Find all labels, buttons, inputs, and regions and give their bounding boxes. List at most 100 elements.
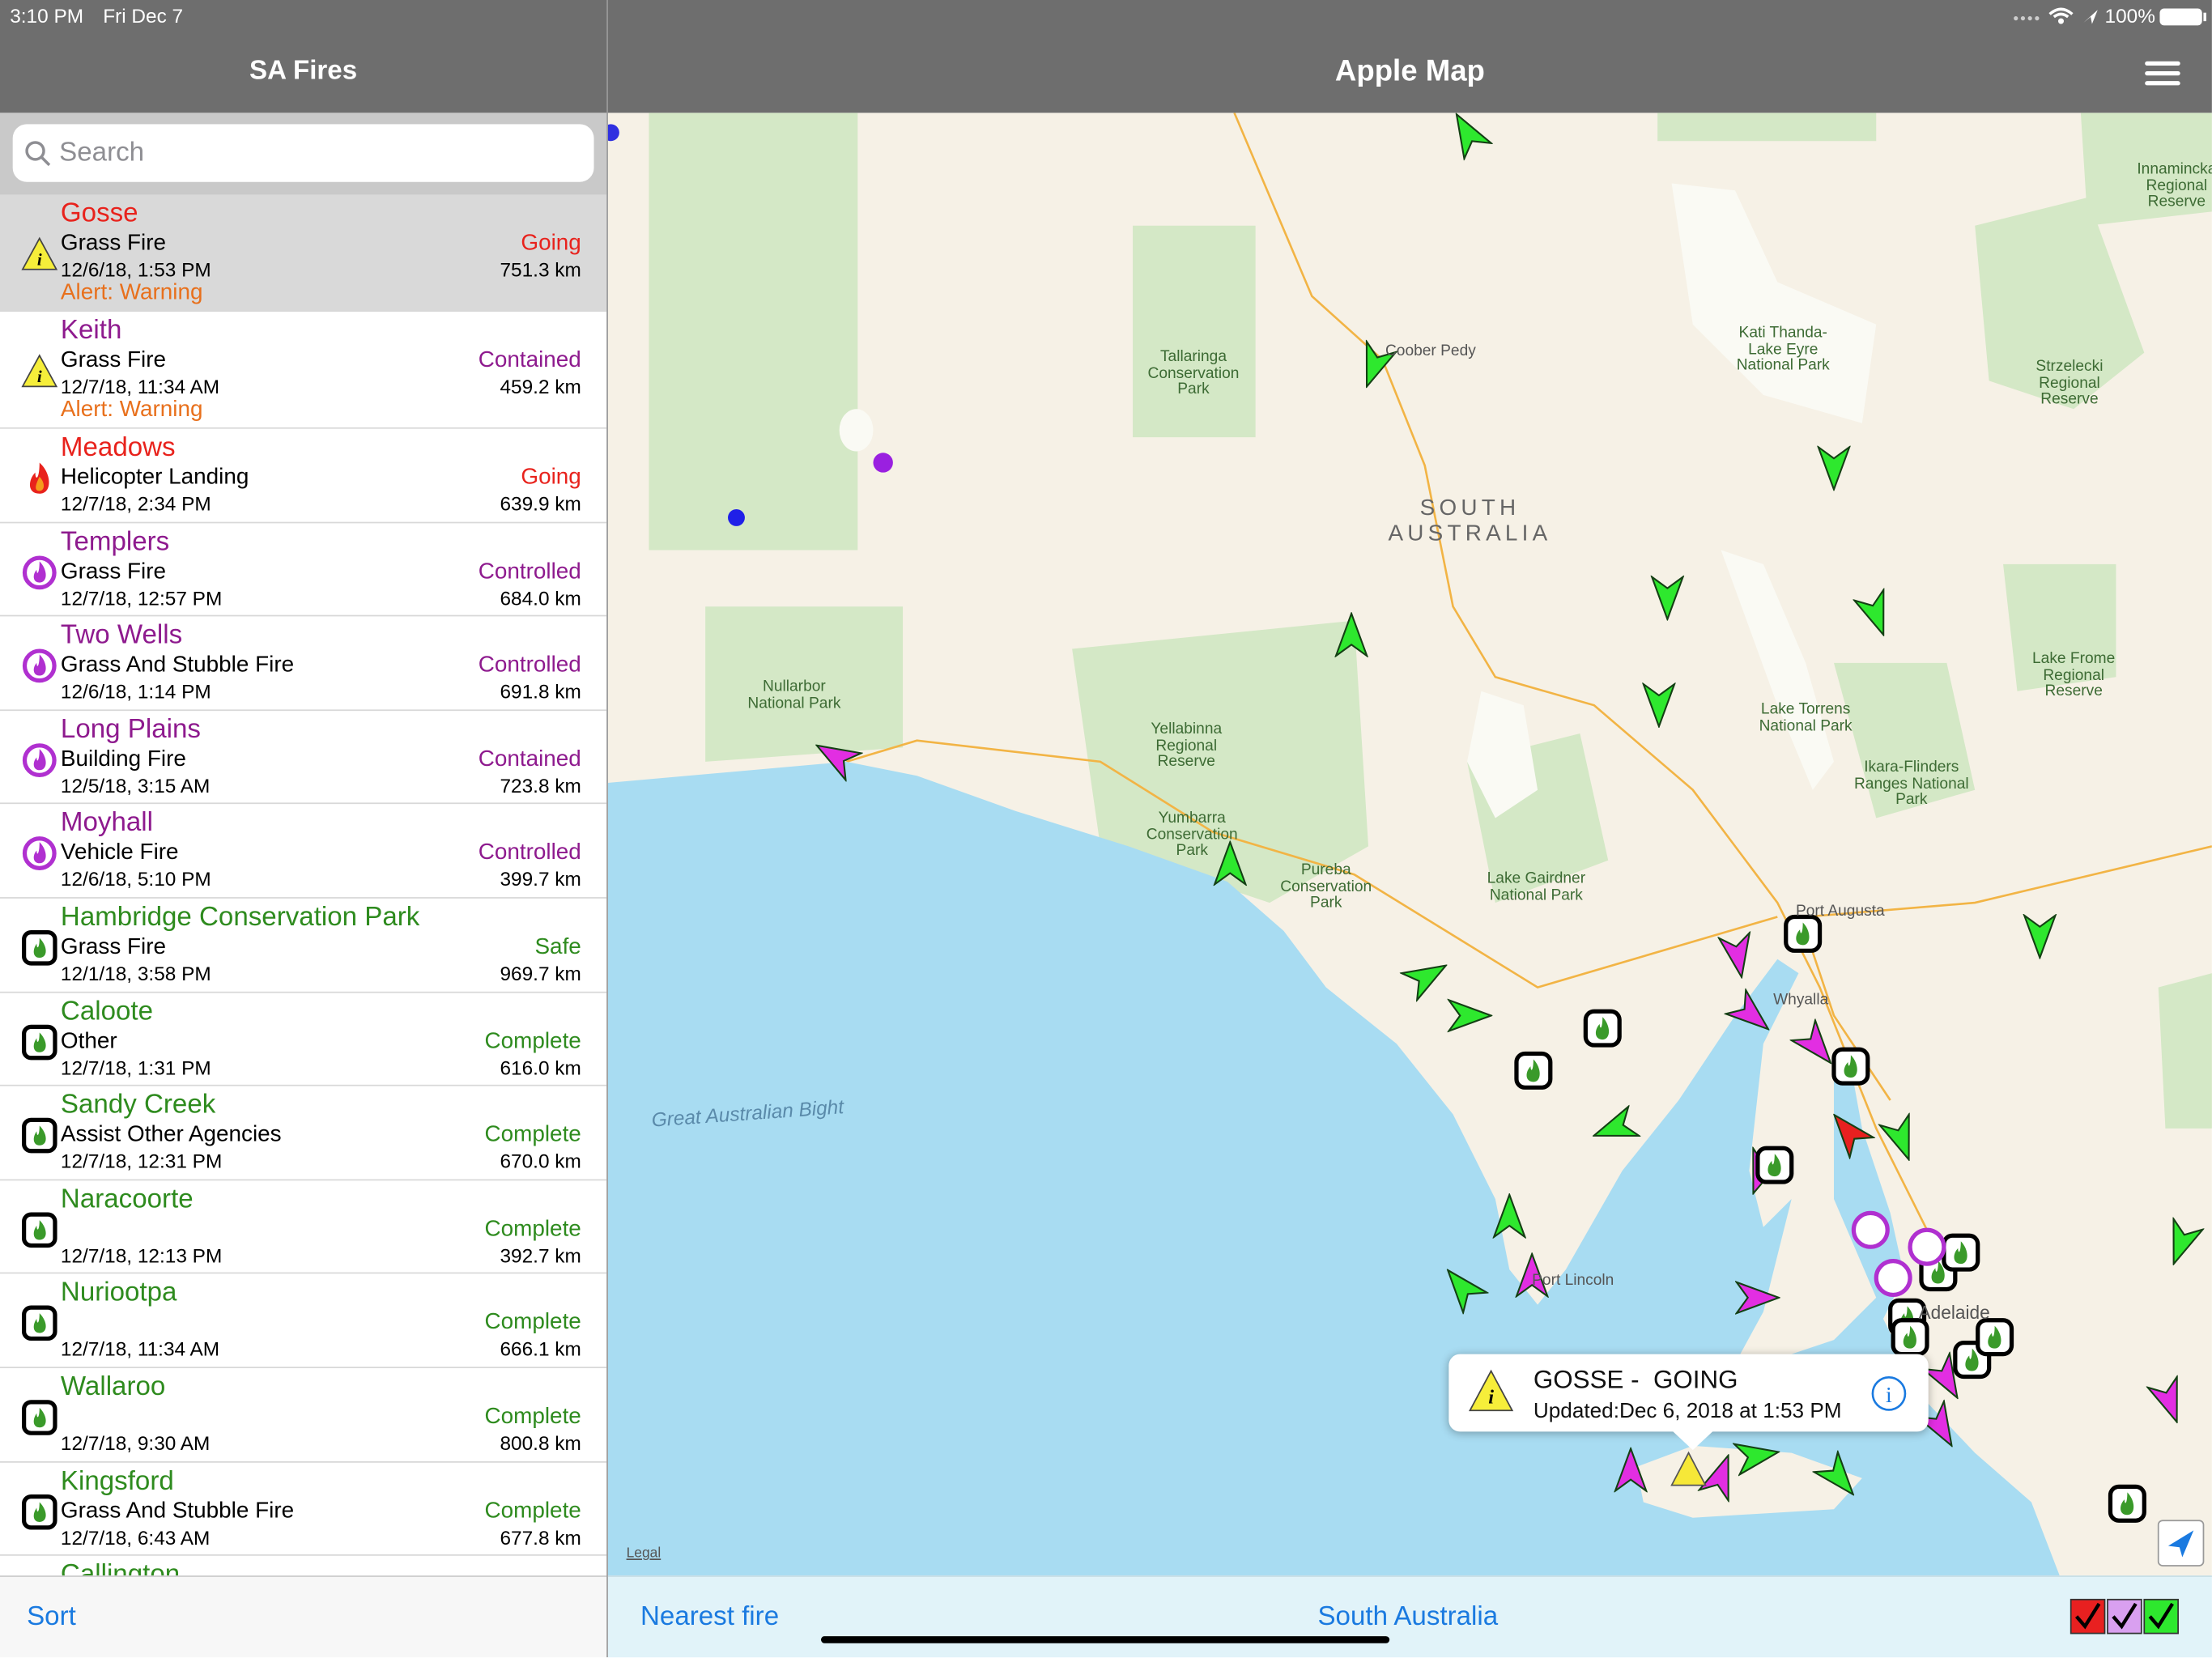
fire-icon	[22, 1118, 57, 1154]
fire-icon: i	[21, 236, 58, 270]
filter-toggles[interactable]	[2068, 1596, 2180, 1636]
fire-type: Grass And Stubble Fire	[60, 653, 295, 678]
legal-link[interactable]: Legal	[626, 1545, 661, 1562]
fire-distance: 800.8 km	[500, 1431, 581, 1455]
map-label: SOUTH AUSTRALIA	[1388, 496, 1552, 546]
map-label: Port Augusta	[1795, 903, 1885, 920]
battery-icon	[2159, 8, 2206, 26]
callout-title: GOSSE - GOING	[1533, 1365, 1738, 1394]
fire-list-row[interactable]: Meadows Helicopter Landing 12/7/18, 2:34 P…	[0, 429, 607, 523]
fire-icon	[22, 1306, 57, 1341]
fire-type: Vehicle Fire	[60, 841, 179, 865]
menu-button[interactable]	[2144, 59, 2180, 87]
sidebar-title: SA Fires	[249, 56, 358, 87]
fire-status: Contained	[478, 747, 581, 772]
map-label: Lake Frome Regional Reserve	[2032, 650, 2116, 700]
map-label: Nullarbor National Park	[747, 678, 841, 712]
fire-name: Keith	[60, 316, 122, 346]
map-label: Yumbarra Conservation Park	[1146, 810, 1238, 860]
fire-icon	[22, 1494, 57, 1529]
sidebar-footer	[0, 1575, 607, 1658]
fire-icon: i	[21, 354, 58, 388]
fire-icon	[22, 742, 57, 777]
battery-percent: 100%	[2104, 4, 2155, 28]
map-label: Strzelecki Regional Reserve	[2035, 358, 2104, 408]
fire-updated: 12/1/18, 3:58 PM	[60, 962, 211, 985]
fire-list-row[interactable]: Gosse Grass Fire 12/6/18, 1:53 PM Alert: Wa…	[0, 194, 607, 312]
fire-list-row[interactable]: Long Plains Building Fire 12/5/18, 3:15 AM…	[0, 711, 607, 805]
info-button[interactable]: i	[1870, 1375, 1907, 1412]
fire-name: Caloote	[60, 997, 154, 1027]
fire-status: Complete	[484, 1029, 581, 1053]
fire-list-row[interactable]: Naracoorte 12/7/18, 12:13 PM Complete 392.7…	[0, 1180, 607, 1274]
fire-list-row[interactable]: Templers Grass Fire 12/7/18, 12:57 PM Contr…	[0, 523, 607, 617]
fire-distance: 639.9 km	[500, 492, 581, 515]
dots	[607, 124, 893, 526]
fire-status: Contained	[478, 348, 581, 372]
fire-name: Callington	[60, 1560, 181, 1576]
status-icons	[2014, 7, 2098, 24]
fire-status: Going	[521, 231, 581, 256]
map-label: Coober Pedy	[1385, 342, 1476, 360]
fire-type: Other	[60, 1029, 117, 1053]
home-indicator	[821, 1636, 1390, 1643]
fire-type: Grass Fire	[60, 935, 167, 959]
fire-list-row[interactable]: Kingsford Grass And Stubble Fire 12/7/18, …	[0, 1462, 607, 1557]
fire-list-row[interactable]: Callington	[0, 1556, 606, 1575]
fire-list-row[interactable]: Two Wells Grass And Stubble Fire 12/6/18, …	[0, 617, 607, 711]
fire-list-row[interactable]: Caloote Other 12/7/18, 1:31 PM Complete 616.…	[0, 993, 607, 1086]
svg-text:i: i	[37, 367, 42, 386]
fire-name: Two Wells	[60, 620, 183, 651]
fire-status: Safe	[534, 935, 581, 959]
fire-distance: 677.8 km	[500, 1525, 581, 1549]
callout-pointer	[1671, 1430, 1714, 1451]
fire-status: Controlled	[478, 841, 581, 865]
map-label: Ikara-Flinders Ranges National Park	[1853, 759, 1969, 809]
map-label: Lake Gairdner National Park	[1487, 869, 1586, 903]
nearest-fire-button[interactable]: Nearest fire	[640, 1602, 780, 1632]
fire-updated: 12/7/18, 11:34 AM	[60, 375, 220, 398]
fire-updated: 12/7/18, 11:34 AM	[60, 1337, 220, 1361]
fire-list-row[interactable]: Keith Grass Fire 12/7/18, 11:34 AM Alert: W…	[0, 312, 607, 429]
fire-distance: 670.0 km	[500, 1150, 581, 1173]
map-label: Port Lincoln	[1532, 1272, 1614, 1290]
fire-list-row[interactable]: Sandy Creek Assist Other Agencies 12/7/18,…	[0, 1086, 607, 1180]
fire-type: Helicopter Landing	[60, 465, 249, 490]
region-button[interactable]: South Australia	[1317, 1602, 1499, 1632]
fire-icon	[22, 555, 57, 589]
fire-status: Controlled	[478, 653, 581, 678]
parks	[649, 113, 2212, 1129]
fire-list-row[interactable]: Wallaroo 12/7/18, 9:30 AM Complete 800.8 km	[0, 1368, 607, 1463]
fire-name: Gosse	[60, 198, 138, 229]
fire-name: Hambridge Conservation Park	[60, 903, 420, 933]
fire-distance: 969.7 km	[500, 962, 581, 985]
fire-name: Templers	[60, 526, 170, 557]
map	[607, 113, 2212, 1576]
fire-name: Sandy Creek	[60, 1090, 216, 1120]
callout[interactable]: i GOSSE - GOING Updated:Dec 6, 2018 at 1…	[1448, 1354, 1929, 1432]
sort-button[interactable]: Sort	[27, 1602, 76, 1632]
fire-type: Building Fire	[60, 747, 186, 772]
fire-list-row[interactable]: Hambridge Conservation Park Grass Fire 12/…	[0, 899, 607, 993]
fire-type: Grass Fire	[60, 231, 167, 256]
fire-status: Complete	[484, 1311, 581, 1335]
fire-updated: 12/7/18, 12:31 PM	[60, 1150, 223, 1173]
fire-list-row[interactable]: Nuriootpa 12/7/18, 11:34 AM Complete 666.1 …	[0, 1274, 607, 1369]
fire-icon	[22, 930, 57, 966]
fire-distance: 691.8 km	[500, 680, 581, 703]
search-field[interactable]: Search	[12, 124, 594, 182]
fire-icon	[22, 1024, 57, 1060]
fire-icon	[22, 836, 57, 871]
svg-text:i: i	[1488, 1387, 1494, 1409]
fire-updated: 12/5/18, 3:15 AM	[60, 774, 211, 797]
fire-status: Complete	[484, 1217, 581, 1241]
fire-updated: 12/6/18, 1:14 PM	[60, 680, 211, 703]
map-label: Kati Thanda-Lake Eyre National Park	[1736, 324, 1830, 374]
locate-icon	[2167, 1530, 2194, 1558]
map-label: Adelaide	[1918, 1302, 1990, 1324]
fire-status: Controlled	[478, 559, 581, 584]
fire-type: Assist Other Agencies	[60, 1123, 282, 1147]
fire-list-row[interactable]: Moyhall Vehicle Fire 12/6/18, 5:10 PM Contr…	[0, 805, 607, 899]
fire-updated: 12/7/18, 6:43 AM	[60, 1525, 211, 1549]
